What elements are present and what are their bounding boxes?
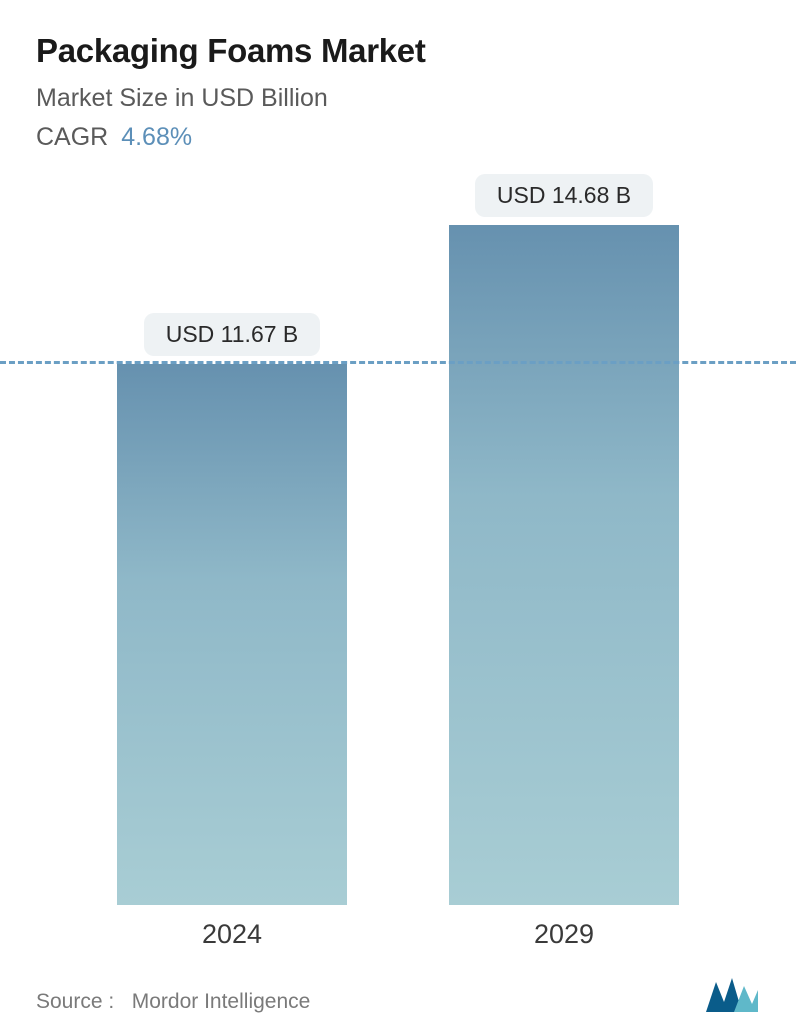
chart-footer: Source : Mordor Intelligence <box>36 950 760 1014</box>
value-badge: USD 11.67 B <box>144 313 321 356</box>
cagr-value: 4.68% <box>121 123 192 151</box>
chart-subtitle: Market Size in USD Billion <box>36 84 760 113</box>
source-text: Source : Mordor Intelligence <box>36 990 310 1014</box>
source-label: Source : <box>36 990 114 1013</box>
cagr-label: CAGR <box>36 123 108 151</box>
cagr-row: CAGR 4.68% <box>36 123 760 152</box>
year-label: 2029 <box>434 919 694 950</box>
bar-column: USD 11.67 B <box>102 313 362 905</box>
year-label: 2024 <box>102 919 362 950</box>
bar <box>117 364 347 905</box>
value-badge: USD 14.68 B <box>475 174 653 217</box>
x-axis-labels: 2024 2029 <box>36 905 760 950</box>
mordor-logo-icon <box>704 974 760 1014</box>
chart-area: USD 11.67 BUSD 14.68 B <box>36 192 760 905</box>
source-name: Mordor Intelligence <box>132 990 311 1013</box>
chart-container: Packaging Foams Market Market Size in US… <box>0 0 796 1034</box>
reference-line <box>0 361 796 364</box>
chart-title: Packaging Foams Market <box>36 32 760 70</box>
bars-group: USD 11.67 BUSD 14.68 B <box>36 192 760 905</box>
bar-column: USD 14.68 B <box>434 174 694 905</box>
bar <box>449 225 679 905</box>
